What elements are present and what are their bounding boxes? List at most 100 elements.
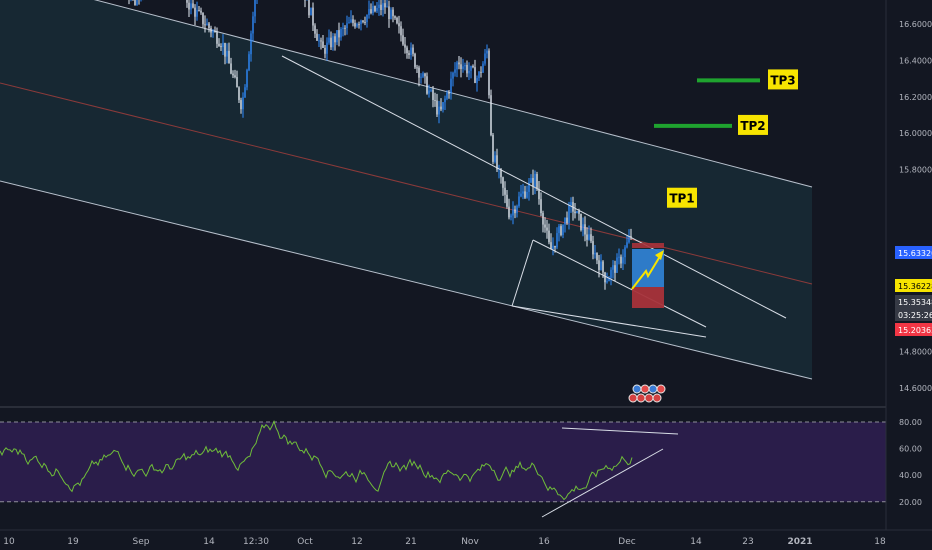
regression-channel xyxy=(0,0,812,379)
candle-body xyxy=(224,42,226,57)
candle-body xyxy=(630,236,632,238)
candle-body xyxy=(520,193,522,197)
candle-body xyxy=(528,182,530,192)
candle-body xyxy=(354,22,356,27)
candle-body xyxy=(542,213,544,225)
candle-body xyxy=(396,17,398,24)
candle-body xyxy=(598,260,600,270)
candle-body xyxy=(568,205,570,223)
event-marker[interactable] xyxy=(656,384,666,394)
rsi-axis[interactable]: 80.00 60.00 40.00 20.00 xyxy=(899,418,922,507)
event-marker[interactable] xyxy=(652,393,662,403)
candle-body xyxy=(448,92,450,94)
candle-body xyxy=(360,20,362,25)
candle-body xyxy=(486,50,488,54)
event-marker[interactable] xyxy=(648,384,658,394)
candle-body xyxy=(552,245,554,250)
time-tick-label: 14 xyxy=(203,537,215,547)
price-badge-box xyxy=(895,279,932,292)
time-tick-label: 23 xyxy=(742,537,753,547)
candle-body xyxy=(238,87,240,101)
candle-body xyxy=(558,226,560,234)
wedge-upper-line xyxy=(532,239,707,328)
candle-body xyxy=(308,0,310,16)
candle-body xyxy=(444,98,446,103)
candle-body xyxy=(498,169,500,171)
time-tick-label: 12 xyxy=(351,537,362,547)
candle-body xyxy=(474,67,476,83)
event-marker[interactable] xyxy=(628,393,638,403)
price-tick-label: 16.40000 xyxy=(899,56,932,65)
event-markers[interactable] xyxy=(628,384,666,403)
target-label-box-2 xyxy=(738,114,768,135)
rsi-support-line xyxy=(541,448,664,518)
candle-body xyxy=(326,42,328,54)
candle-body xyxy=(458,62,460,65)
candle-body xyxy=(502,177,504,188)
candle-body xyxy=(344,27,346,29)
rsi-tick-label: 20.00 xyxy=(899,498,922,507)
candle-body xyxy=(422,73,424,77)
candle-body xyxy=(242,97,244,110)
event-marker[interactable] xyxy=(640,384,650,394)
candle-body xyxy=(390,9,392,19)
candle-body xyxy=(194,7,196,17)
time-axis[interactable]: 10 19 Sep 14 12:30 Oct 12 21 Nov 16 Dec 14 23 2021 18 xyxy=(0,529,932,547)
candle-body xyxy=(592,241,594,255)
candle-body xyxy=(586,234,588,240)
event-marker[interactable] xyxy=(636,393,646,403)
candle-body xyxy=(136,0,138,6)
candle-body xyxy=(246,70,248,88)
loss-zone[interactable] xyxy=(632,287,664,308)
candle-body xyxy=(232,73,234,76)
target-markers: TP1 TP2 TP3 xyxy=(654,69,798,208)
candle-body xyxy=(570,202,572,206)
price-tick-label: 16.20000 xyxy=(899,93,932,102)
candle-body xyxy=(566,217,568,223)
candle-body xyxy=(424,73,426,77)
candle-body xyxy=(204,24,206,26)
candle-body xyxy=(318,40,320,42)
candle-body xyxy=(342,27,344,29)
candle-body xyxy=(192,3,194,8)
candle-body xyxy=(554,245,556,248)
candle-body xyxy=(234,75,236,78)
long-position-tool[interactable] xyxy=(631,243,664,308)
time-tick-label: 2021 xyxy=(787,537,812,547)
candle-body xyxy=(226,50,228,57)
candle-body xyxy=(334,36,336,43)
candle-body xyxy=(406,47,408,54)
candle-body xyxy=(524,191,526,198)
candle-body xyxy=(616,257,618,273)
candle-body xyxy=(414,53,416,68)
price-badge-label: 15.20363 xyxy=(898,326,932,335)
time-tick-label: Sep xyxy=(133,537,150,547)
price-axis[interactable]: 17.6000017.2000016.8000016.6000016.40000… xyxy=(885,0,932,530)
candle-body xyxy=(348,22,350,24)
candle-body xyxy=(236,77,238,88)
candle-body xyxy=(314,25,316,34)
candle-body xyxy=(464,64,466,67)
price-pane[interactable]: TP1 TP2 TP3 xyxy=(0,0,886,408)
candle-body xyxy=(200,10,202,13)
candle-body xyxy=(532,178,534,187)
candle-body xyxy=(610,269,612,278)
candle-body xyxy=(432,89,434,100)
target-label-box-3 xyxy=(768,69,798,90)
event-marker[interactable] xyxy=(632,384,642,394)
price-tick-label: 16.00000 xyxy=(899,129,932,138)
candle-body xyxy=(218,43,220,47)
candle-body xyxy=(600,261,602,270)
candle-body xyxy=(400,26,402,36)
candle-body xyxy=(392,9,394,17)
candle-body xyxy=(514,209,516,214)
candle-body xyxy=(442,102,444,110)
event-marker[interactable] xyxy=(644,393,654,403)
candle-body xyxy=(484,53,486,64)
rsi-pane[interactable] xyxy=(0,419,886,518)
time-tick-label: 16 xyxy=(538,537,550,547)
target-label-2: TP2 xyxy=(740,119,765,133)
candle-body xyxy=(496,155,498,170)
candle-body xyxy=(322,41,324,48)
